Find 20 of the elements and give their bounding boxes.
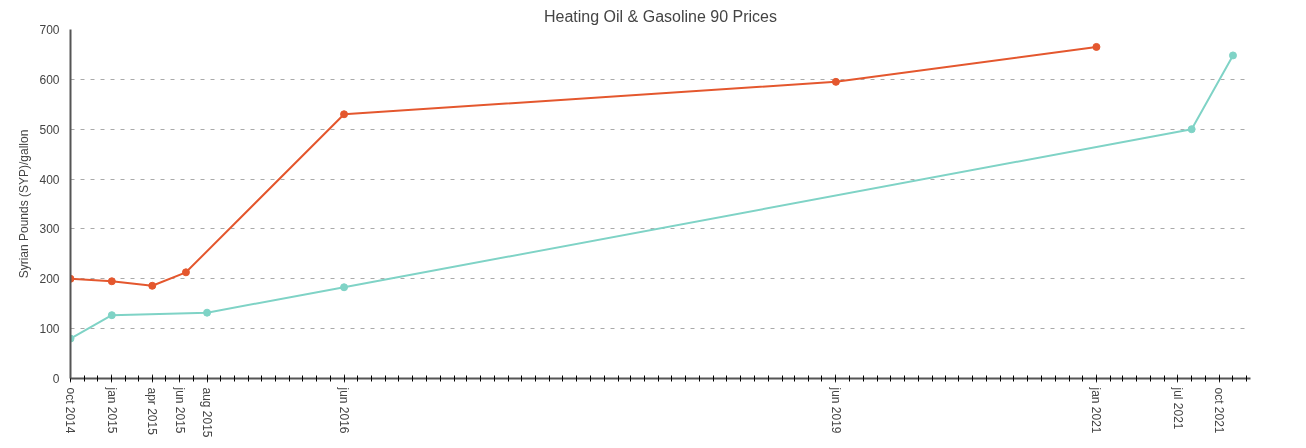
y-tick-label: 700 xyxy=(39,23,60,37)
x-tick-label: jun 2015 xyxy=(172,386,187,434)
y-axis-title: Syrian Pounds (SYP)/gallon xyxy=(17,129,32,279)
y-tick-label: 200 xyxy=(39,272,60,287)
x-tick-label: jun 2019 xyxy=(828,386,843,434)
x-tick-label: jun 2016 xyxy=(337,386,352,434)
y-tick-label: 300 xyxy=(39,222,60,237)
y-tick-label: 0 xyxy=(52,372,60,386)
y-tick-label: 100 xyxy=(39,322,60,337)
x-tick-label: oct 2021 xyxy=(1212,387,1227,434)
x-tick-label: aug 2015 xyxy=(200,387,215,438)
y-tick-label: 500 xyxy=(39,122,60,137)
x-tick-label: oct 2014 xyxy=(63,387,78,434)
x-tick-label: jul 2021 xyxy=(1170,386,1185,430)
y-tick-label: 600 xyxy=(39,72,60,87)
chart-title: Heating Oil & Gasoline 90 Prices xyxy=(544,7,777,25)
x-tick-label: jan 2015 xyxy=(104,386,119,434)
x-tick-label: jan 2021 xyxy=(1089,386,1104,434)
x-tick-label: apr 2015 xyxy=(145,387,160,436)
y-tick-label: 400 xyxy=(39,172,60,187)
